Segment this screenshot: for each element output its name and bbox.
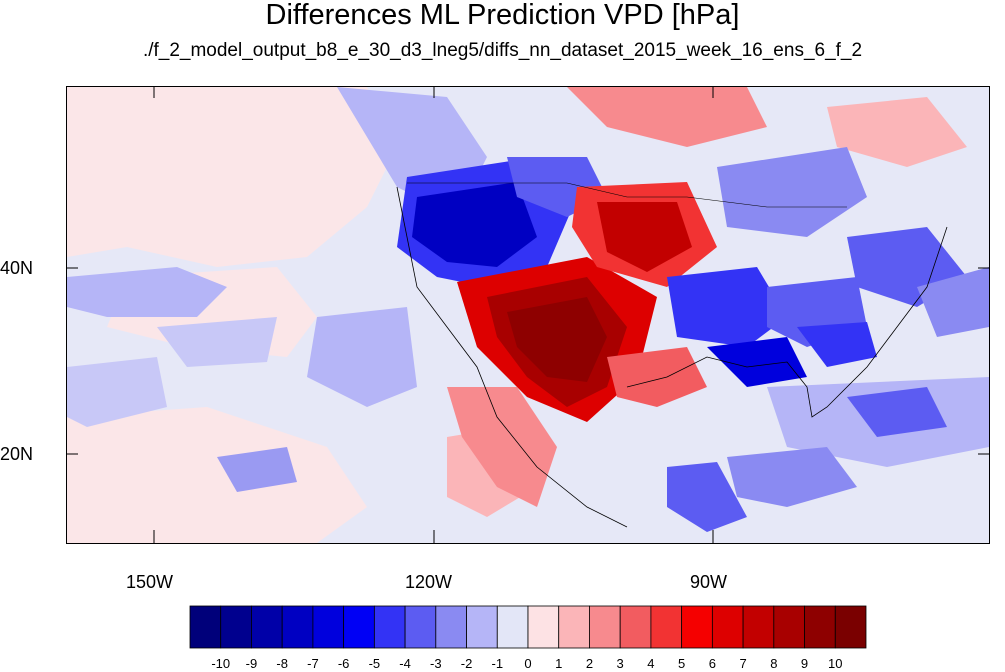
colorbar bbox=[188, 604, 868, 655]
colorbar-tick-label: 8 bbox=[770, 656, 778, 671]
colorbar-tick-label: -7 bbox=[307, 656, 319, 671]
colorbar-tick-label: 0 bbox=[524, 656, 532, 671]
colorbar-swatch bbox=[373, 605, 406, 649]
colorbar-swatch bbox=[189, 605, 222, 649]
lat-label-20n: 20N bbox=[0, 444, 34, 464]
chart-title: Differences ML Prediction VPD [hPa] bbox=[265, 0, 740, 31]
colorbar-swatch bbox=[804, 605, 836, 649]
colorbar-tick-label: 5 bbox=[678, 656, 686, 671]
colorbar-tick-label: 4 bbox=[647, 656, 655, 671]
colorbar-swatch bbox=[281, 605, 314, 649]
colorbar-tick-label: -10 bbox=[211, 656, 231, 671]
colorbar-swatch bbox=[681, 605, 713, 649]
colorbar-swatch bbox=[404, 605, 437, 649]
lat-label-40n: 40N bbox=[0, 258, 34, 278]
colorbar-swatch bbox=[834, 605, 867, 649]
colorbar-swatch bbox=[251, 605, 283, 649]
colorbar-tick-label: -4 bbox=[399, 656, 411, 671]
colorbar-swatch bbox=[435, 605, 467, 649]
colorbar-swatch bbox=[650, 605, 683, 649]
map-plot-area bbox=[66, 86, 990, 544]
colorbar-swatch bbox=[773, 605, 805, 649]
colorbar-tick-label: -1 bbox=[491, 656, 504, 671]
colorbar-tick-label: -3 bbox=[430, 656, 442, 671]
colorbar-tick-label: -6 bbox=[337, 656, 350, 671]
colorbar-tick-label: -8 bbox=[276, 656, 288, 671]
colorbar-swatch bbox=[589, 605, 621, 649]
lon-label-120w: 120W bbox=[405, 572, 453, 592]
lon-label-90w: 90W bbox=[690, 572, 728, 592]
chart-subtitle: ./f_2_model_output_b8_e_30_d3_lneg5/diff… bbox=[142, 40, 863, 61]
colorbar-swatch bbox=[711, 605, 744, 649]
colorbar-swatch bbox=[220, 605, 252, 649]
colorbar-swatch bbox=[527, 605, 560, 649]
colorbar-swatch bbox=[466, 605, 498, 649]
colorbar-tick-label: -2 bbox=[460, 656, 473, 671]
colorbar-tick-label: -5 bbox=[368, 656, 381, 671]
colorbar-tick-label: 3 bbox=[616, 656, 624, 671]
colorbar-tick-label: 7 bbox=[739, 656, 747, 671]
vpd-difference-field bbox=[67, 87, 989, 543]
colorbar-swatch bbox=[343, 605, 375, 649]
colorbar-swatches bbox=[189, 605, 867, 649]
colorbar-swatch bbox=[742, 605, 775, 649]
colorbar-swatch bbox=[619, 605, 652, 649]
colorbar-tick-label: 2 bbox=[585, 656, 594, 671]
lon-label-150w: 150W bbox=[126, 572, 174, 592]
colorbar-tick-label: -9 bbox=[245, 656, 258, 671]
colorbar-swatch bbox=[312, 605, 345, 649]
colorbar-swatch bbox=[496, 605, 529, 649]
colorbar-tick-label: 1 bbox=[555, 656, 563, 671]
colorbar-tick-label: 6 bbox=[708, 656, 716, 671]
colorbar-tick-label: 9 bbox=[800, 656, 809, 671]
colorbar-tick-label: 10 bbox=[828, 656, 843, 671]
colorbar-swatch bbox=[558, 605, 590, 649]
